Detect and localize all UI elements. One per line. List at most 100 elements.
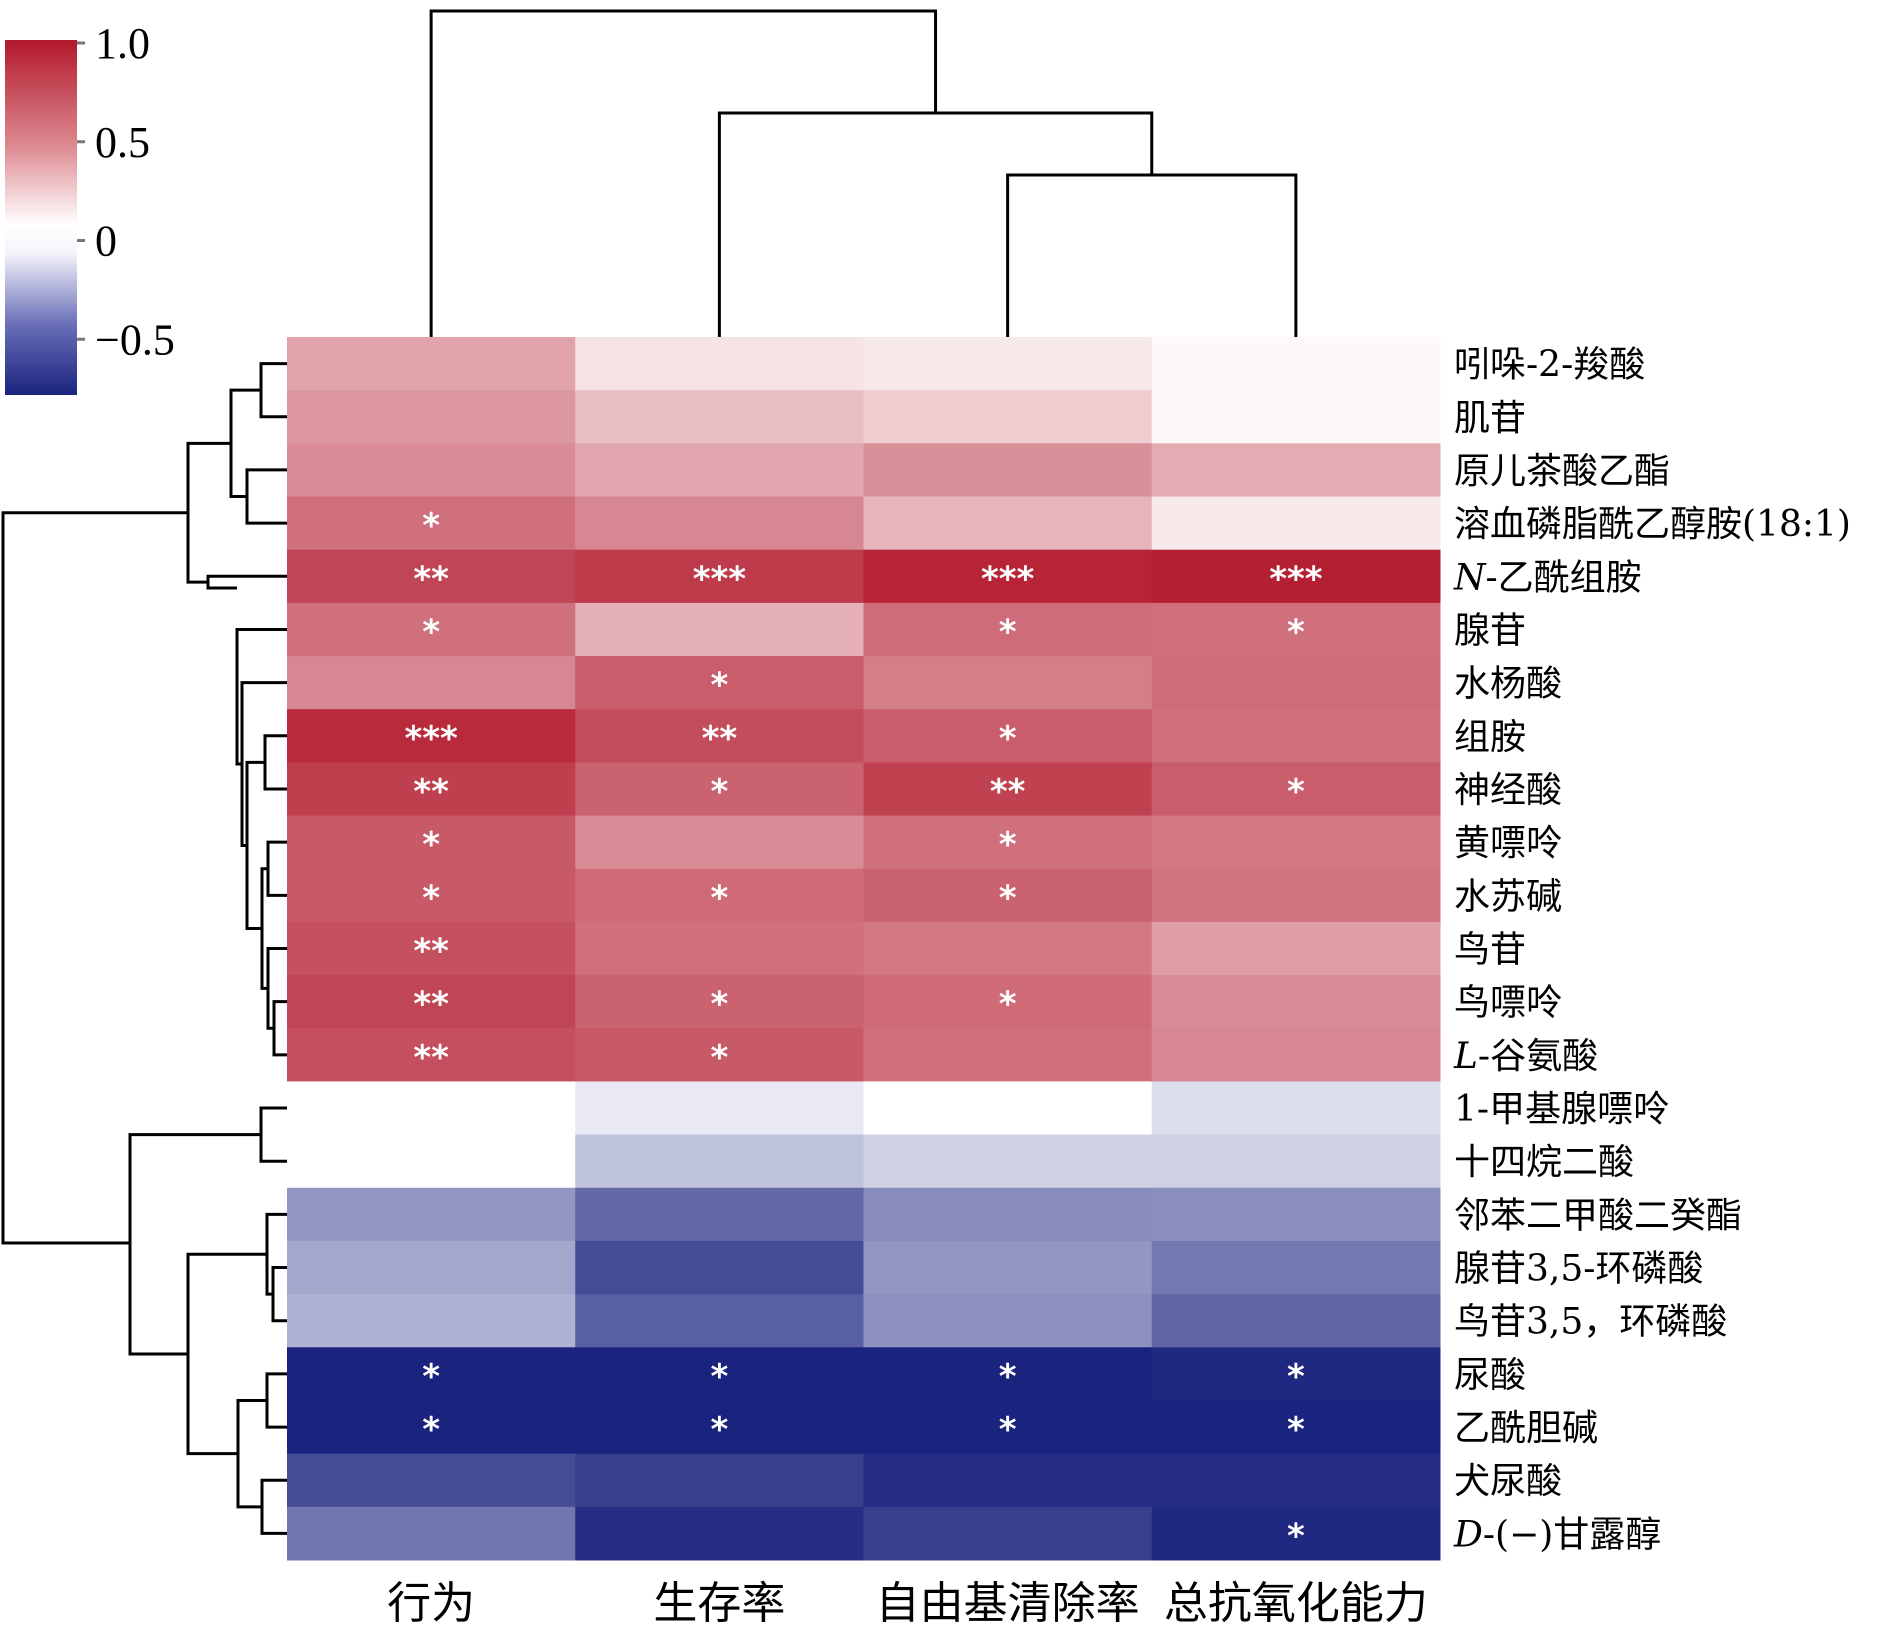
heatmap-cell [575, 1506, 864, 1561]
dendrogram-branch [265, 1372, 287, 1429]
heatmap-cell [1151, 443, 1441, 498]
significance-marker: * [999, 825, 1017, 865]
heatmap-cell [863, 1506, 1153, 1561]
heatmap-cell [287, 1347, 576, 1401]
heatmap-cell [1151, 656, 1441, 710]
heatmap-cell [287, 868, 576, 923]
heatmap-cell [1151, 496, 1441, 551]
heatmap-cell [287, 390, 576, 444]
heatmap-cell [287, 921, 576, 976]
heatmap-cell [863, 1294, 1153, 1348]
dendrogram-branch [186, 1252, 267, 1456]
significance-marker: * [999, 719, 1017, 759]
significance-marker: *** [404, 719, 458, 759]
dendrogram-branch [272, 1000, 287, 1057]
heatmap-cell [1151, 337, 1441, 391]
heatmap-cell [287, 975, 576, 1029]
heatmap-cell [1151, 1134, 1441, 1189]
heatmap-cell [575, 656, 864, 710]
heatmap-cell [575, 1400, 864, 1455]
significance-marker: *** [1269, 559, 1323, 599]
heatmap-cell [863, 815, 1153, 870]
dendrogram-branch [260, 1478, 287, 1535]
heatmap-cell [287, 443, 576, 498]
heatmap-cell [1151, 1400, 1441, 1455]
significance-marker: * [710, 878, 728, 918]
heatmap-cell [575, 709, 864, 763]
heatmap-cell [287, 1028, 576, 1082]
significance-marker: * [710, 772, 728, 812]
heatmap-cell [287, 709, 576, 763]
row-label: 邻苯二甲酸二癸酯 [1454, 1195, 1742, 1236]
dendrogram-branch [266, 947, 287, 1030]
heatmap-cell [287, 1081, 576, 1136]
heatmap-cell [575, 975, 864, 1029]
dendrogram-branch [186, 441, 231, 584]
heatmap-cell [863, 1028, 1153, 1082]
heatmap-cell [1151, 1240, 1441, 1295]
significance-marker: ** [413, 1038, 449, 1078]
significance-markers: *** *** *** **** * ***** ** *** * ** ** ** * ***** * **… [404, 506, 1322, 1556]
column-label: 行为 [387, 1578, 475, 1629]
heatmap-cell [1151, 1187, 1441, 1242]
column-dendrogram [429, 9, 1298, 337]
significance-marker: * [422, 1410, 440, 1450]
heatmap-cell [1151, 709, 1441, 763]
heatmap-cell [863, 921, 1153, 976]
significance-marker: * [710, 1357, 728, 1397]
heatmap-cell [287, 656, 576, 710]
dendrogram-branch [263, 734, 287, 791]
heatmap-cell [1151, 1294, 1441, 1348]
heatmap-cell [1151, 1347, 1441, 1401]
heatmap-cell [863, 1453, 1153, 1508]
row-label: 肌苷 [1454, 398, 1526, 439]
colorbar-tick-label: 0 [95, 217, 117, 266]
dendrogram-branch [1006, 173, 1298, 337]
significance-marker: ** [413, 559, 449, 599]
dendrogram-branch [271, 1266, 287, 1323]
column-label: 总抗氧化能力 [1164, 1578, 1428, 1629]
significance-marker: * [1287, 1516, 1305, 1556]
significance-marker: * [710, 1410, 728, 1450]
heatmap-cell [575, 1187, 864, 1242]
heatmap-cell [1151, 549, 1441, 604]
significance-marker: * [422, 612, 440, 652]
significance-marker: *** [693, 559, 747, 599]
significance-marker: * [999, 1357, 1017, 1397]
significance-marker: * [422, 878, 440, 918]
heatmap-cell [863, 496, 1153, 551]
dendrogram-branch [266, 840, 287, 897]
row-label: 神经酸 [1454, 770, 1562, 811]
heatmap-cell [863, 1347, 1153, 1401]
colorbar-tick-label: 1.0 [95, 19, 150, 68]
heatmap-cell [1151, 390, 1441, 444]
row-label: 犬尿酸 [1454, 1461, 1562, 1502]
heatmap-cell [287, 496, 576, 551]
heatmap-cell [575, 1240, 864, 1295]
row-label: 1-甲基腺嘌呤 [1454, 1089, 1669, 1130]
significance-marker: * [999, 612, 1017, 652]
row-label: 组胺 [1454, 717, 1526, 758]
heatmap-cell [1151, 868, 1441, 923]
heatmap-cell [287, 762, 576, 817]
column-labels: 行为 生存率 自由基清除率 总抗氧化能力 [387, 1578, 1428, 1629]
heatmap-cell [1151, 1081, 1441, 1136]
heatmap-cell [575, 1081, 864, 1136]
heatmap-cell [287, 1187, 576, 1242]
colorbar-gradient [5, 40, 77, 395]
row-label: 水苏碱 [1454, 876, 1562, 917]
significance-marker: ** [413, 985, 449, 1025]
significance-marker: * [999, 878, 1017, 918]
heatmap-cell [287, 1134, 576, 1189]
heatmap-cell [287, 337, 576, 391]
heatmap-cell [575, 602, 864, 657]
significance-marker: * [1287, 612, 1305, 652]
row-label: L-谷氨酸 [1453, 1036, 1598, 1077]
heatmap-cell [287, 1294, 576, 1348]
row-label: 原儿茶酸乙酯 [1454, 451, 1670, 492]
heatmap-cell [575, 443, 864, 498]
row-label: D-(−)甘露醇 [1453, 1514, 1661, 1555]
row-dendrogram [1, 362, 287, 1535]
significance-marker: * [422, 825, 440, 865]
